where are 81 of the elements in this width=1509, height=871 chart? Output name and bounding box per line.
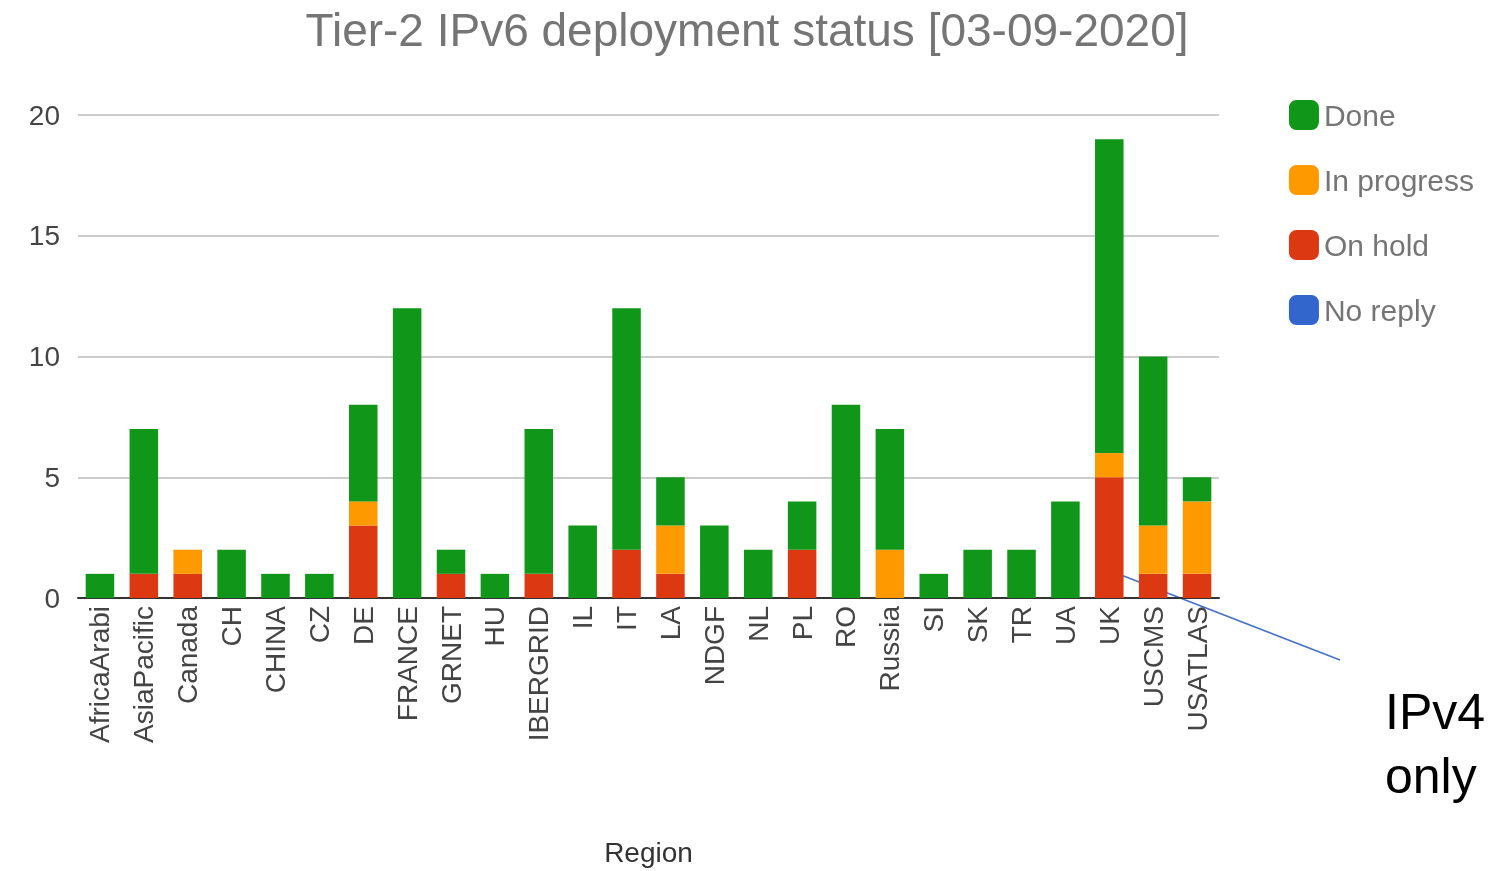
bar bbox=[1095, 477, 1124, 598]
x-tick-label: Russia bbox=[874, 605, 906, 692]
bar bbox=[85, 573, 115, 598]
bar bbox=[480, 573, 510, 598]
x-tick-label: Canada bbox=[172, 605, 204, 705]
x-tick-label: CH bbox=[216, 606, 248, 647]
bar bbox=[129, 428, 159, 574]
bar bbox=[392, 308, 422, 598]
bar bbox=[1138, 573, 1168, 598]
x-tick-label: LA bbox=[654, 605, 686, 641]
y-tick-label: 0 bbox=[44, 582, 60, 614]
bar bbox=[831, 404, 861, 598]
legend-label: No reply bbox=[1323, 293, 1436, 327]
x-tick-label: RO bbox=[830, 606, 862, 648]
bar bbox=[305, 573, 334, 598]
x-tick-label: PL bbox=[786, 606, 818, 641]
bar bbox=[524, 573, 554, 598]
bar bbox=[1095, 139, 1124, 454]
bar bbox=[963, 549, 992, 598]
bar bbox=[612, 308, 641, 550]
x-tick-label: CHINA bbox=[259, 605, 291, 694]
x-tick-label: FRANCE bbox=[391, 606, 423, 722]
x-tick-label: SI bbox=[918, 606, 950, 633]
legend-label: On hold bbox=[1323, 228, 1429, 262]
bar bbox=[743, 549, 773, 598]
x-tick-label: DE bbox=[347, 606, 379, 645]
x-tick-label: TR bbox=[1006, 606, 1038, 644]
bar bbox=[1138, 356, 1168, 526]
bar bbox=[348, 525, 378, 598]
bar bbox=[1051, 501, 1080, 598]
x-tick-label: UA bbox=[1049, 605, 1081, 645]
y-tick-label: 20 bbox=[28, 99, 60, 131]
bar bbox=[173, 573, 202, 598]
legend-label: Done bbox=[1323, 98, 1396, 132]
x-tick-label: AsiaPacific bbox=[128, 606, 160, 743]
x-tick-label: NDGF bbox=[698, 606, 730, 686]
bar bbox=[436, 573, 466, 598]
chart-title: Tier-2 IPv6 deployment status [03-09-2020] bbox=[305, 4, 1189, 56]
bar bbox=[787, 501, 817, 550]
bar bbox=[1007, 549, 1036, 598]
bar bbox=[612, 549, 641, 598]
bar bbox=[568, 525, 597, 598]
bar bbox=[1182, 477, 1212, 502]
x-tick-label: UK bbox=[1093, 605, 1125, 645]
x-tick-label: AfricaArabi bbox=[84, 606, 116, 743]
x-tick-label: USCMS bbox=[1137, 606, 1169, 708]
bar bbox=[173, 549, 202, 574]
x-tick-label: NL bbox=[742, 606, 774, 642]
x-tick-label: GRNET bbox=[435, 606, 467, 704]
text: IPv4 only bbox=[1385, 684, 1486, 804]
x-axis-title: Region bbox=[604, 836, 693, 868]
bar bbox=[656, 525, 685, 574]
legend-label: In progress bbox=[1323, 163, 1474, 197]
bar bbox=[919, 573, 949, 598]
x-tick-label: USATLAS bbox=[1181, 606, 1213, 732]
bar bbox=[875, 428, 905, 550]
bar bbox=[1138, 525, 1168, 574]
bar bbox=[700, 525, 729, 598]
x-tick-label: CZ bbox=[303, 606, 335, 644]
bar bbox=[1182, 573, 1212, 598]
y-tick-label: 5 bbox=[44, 461, 60, 493]
y-tick-label: 10 bbox=[28, 341, 60, 372]
x-tick-label: HU bbox=[479, 606, 511, 647]
bar bbox=[875, 549, 905, 598]
y-tick-label: 15 bbox=[28, 220, 60, 252]
bar bbox=[217, 549, 246, 598]
x-tick-label: IL bbox=[567, 606, 599, 630]
bar bbox=[129, 573, 159, 598]
bar bbox=[348, 501, 378, 526]
x-tick-label: SK bbox=[962, 605, 994, 644]
bar bbox=[1095, 453, 1124, 478]
bar bbox=[524, 428, 554, 574]
bar bbox=[436, 549, 466, 574]
bar bbox=[261, 573, 290, 598]
bar bbox=[787, 549, 817, 598]
x-tick-label: IT bbox=[611, 606, 643, 631]
bar bbox=[656, 477, 685, 526]
x-tick-label: IBERGRID bbox=[523, 606, 555, 742]
bar bbox=[348, 404, 378, 502]
bar bbox=[656, 573, 685, 598]
bar bbox=[1182, 501, 1212, 574]
